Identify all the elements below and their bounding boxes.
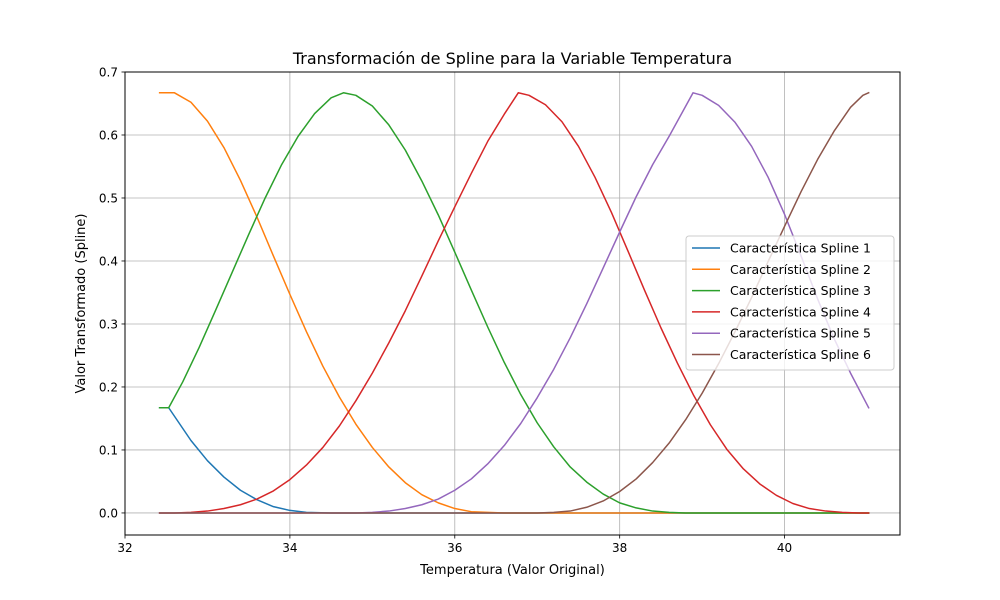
series-line-6 (158, 91, 870, 514)
legend-label-3: Característica Spline 3 (730, 283, 871, 298)
series-line-5 (158, 92, 870, 514)
y-tick-label: 0.7 (99, 66, 118, 80)
y-tick-label: 0.6 (99, 128, 118, 142)
plot-frame (124, 71, 901, 536)
y-tick-label: 0.0 (99, 506, 118, 520)
legend-label-6: Característica Spline 6 (730, 347, 871, 362)
y-tick-label: 0.3 (99, 317, 118, 331)
legend-label-1: Característica Spline 1 (730, 241, 871, 256)
x-tick-label: 38 (612, 541, 627, 555)
legend: Característica Spline 1 Característica Sp… (685, 235, 895, 371)
y-tick-label: 0.5 (99, 191, 118, 205)
y-tick-label: 0.4 (99, 254, 118, 268)
x-tick-label: 32 (117, 541, 132, 555)
x-tick-label: 40 (777, 541, 792, 555)
y-tick-label: 0.1 (99, 443, 118, 457)
x-axis-label: Temperatura (Valor Original) (419, 563, 605, 578)
series-line-3 (158, 92, 870, 514)
legend-box (685, 235, 895, 371)
x-tick-label: 36 (447, 541, 462, 555)
legend-label-2: Característica Spline 2 (730, 262, 871, 277)
series-line-4 (158, 92, 870, 514)
chart-title: Transformación de Spline para la Variabl… (292, 49, 732, 68)
y-axis-label: Valor Transformado (Spline) (74, 214, 89, 394)
x-tick-label: 34 (282, 541, 297, 555)
y-tick-label: 0.2 (99, 380, 118, 394)
series-lines (158, 91, 870, 514)
legend-label-5: Característica Spline 5 (730, 326, 871, 341)
axis-ticks: 32 34 36 38 40 0.0 0.1 0.2 0.3 0.4 0.5 0.6 0.7 (99, 66, 792, 556)
legend-label-4: Característica Spline 4 (730, 304, 871, 319)
